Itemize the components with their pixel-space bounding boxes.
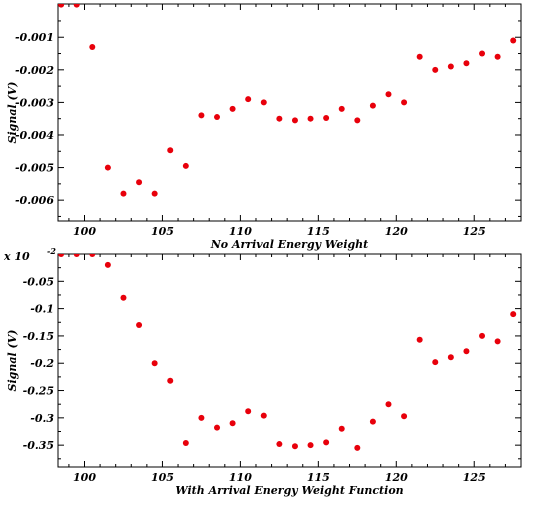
data-point <box>416 53 423 60</box>
data-point <box>323 115 330 122</box>
y-exponent-power: -2 <box>47 246 56 256</box>
y-tick-label: -0.002 <box>15 64 54 77</box>
data-point <box>182 439 189 446</box>
y-tick-label: -0.35 <box>23 439 54 452</box>
data-point <box>276 115 283 122</box>
y-tick-label: -0.3 <box>30 412 54 425</box>
data-point <box>214 114 221 121</box>
data-point <box>479 332 486 339</box>
x-tick-label: 110 <box>229 225 252 238</box>
x-tick-label: 110 <box>229 471 252 484</box>
data-points <box>58 254 517 451</box>
data-point <box>385 91 392 98</box>
data-point <box>104 164 111 171</box>
data-point <box>136 179 143 186</box>
data-point <box>463 60 470 67</box>
data-point <box>369 418 376 425</box>
data-point <box>401 99 408 106</box>
y-tick-label: -0.006 <box>15 194 54 207</box>
data-point <box>416 336 423 343</box>
chart-2: 100 105 110 115 120 125 -0.05 -0.1 -0.15 -0.2 -0.2… <box>3 246 522 497</box>
y-tick-label: -0.2 <box>30 357 54 370</box>
data-point <box>58 4 65 8</box>
data-point <box>354 117 361 124</box>
x-tick-label: 100 <box>73 225 96 238</box>
x-tick-label: 105 <box>151 225 174 238</box>
data-point <box>229 105 236 112</box>
data-point <box>151 360 158 367</box>
data-point <box>338 425 345 432</box>
data-point <box>338 105 345 112</box>
x-axis-title: With Arrival Energy Weight Function <box>175 484 403 497</box>
plot-frame <box>57 253 522 468</box>
data-point <box>307 442 314 449</box>
y-tick-label: -0.003 <box>15 96 54 109</box>
y-tick-label: -0.1 <box>30 303 54 316</box>
data-point <box>245 408 252 415</box>
data-point <box>182 162 189 169</box>
y-tick-label: -0.05 <box>23 275 54 288</box>
data-point <box>479 50 486 57</box>
data-point <box>58 254 65 257</box>
data-point <box>151 190 158 197</box>
y-tick-label: -0.15 <box>23 330 54 343</box>
data-point <box>510 37 517 44</box>
data-point <box>198 112 205 119</box>
data-point <box>510 311 517 318</box>
data-point <box>89 254 96 257</box>
x-tick-label: 125 <box>463 471 486 484</box>
data-point <box>245 96 252 103</box>
data-point <box>494 338 501 345</box>
x-tick-label: 100 <box>73 471 96 484</box>
y-axis-title: Signal (V) <box>6 82 19 144</box>
data-point <box>291 443 298 450</box>
x-tick-label: 105 <box>151 471 174 484</box>
y-tick-label: -0.004 <box>15 129 54 142</box>
data-point <box>214 424 221 431</box>
data-point <box>229 420 236 427</box>
data-point <box>167 377 174 384</box>
x-tick-label: 125 <box>463 225 486 238</box>
x-tick-label: 115 <box>307 225 330 238</box>
data-point <box>136 322 143 328</box>
x-tick-label: 115 <box>307 471 330 484</box>
data-point <box>307 115 314 122</box>
data-point <box>120 294 127 301</box>
data-point <box>73 4 80 8</box>
data-point <box>463 348 470 355</box>
y-exponent-label: x 10 <box>3 250 30 263</box>
plot-frame <box>57 3 522 222</box>
y-tick-label: -0.005 <box>15 162 54 175</box>
data-point <box>89 44 96 51</box>
y-tick-label: -0.25 <box>23 385 54 398</box>
data-point <box>432 359 439 366</box>
y-tick-label: -0.001 <box>15 31 54 44</box>
data-point <box>432 66 439 73</box>
data-point <box>198 414 205 421</box>
data-point <box>260 412 267 419</box>
data-point <box>385 401 392 408</box>
data-point <box>291 117 298 124</box>
data-point <box>494 53 501 60</box>
x-axis-title: No Arrival Energy Weight <box>210 238 369 251</box>
data-point <box>401 413 408 420</box>
data-points <box>58 4 517 197</box>
data-point <box>447 354 454 361</box>
data-point <box>120 190 127 197</box>
x-tick-label: 120 <box>385 225 408 238</box>
data-point <box>323 439 330 446</box>
data-point <box>260 99 267 106</box>
data-point <box>73 254 80 257</box>
data-point <box>354 444 361 451</box>
data-point <box>104 261 111 268</box>
data-point <box>447 63 454 70</box>
data-point <box>167 147 174 154</box>
data-point <box>276 441 283 448</box>
chart-1: 100 105 110 115 120 125 -0.001 -0.002 -0.003 -0.0… <box>6 3 522 251</box>
data-point <box>369 102 376 109</box>
y-axis-title: Signal (V) <box>6 330 19 392</box>
x-tick-label: 120 <box>385 471 408 484</box>
